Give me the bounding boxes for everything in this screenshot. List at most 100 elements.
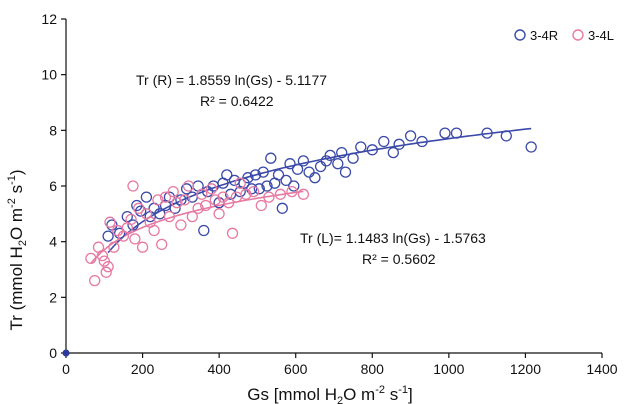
data-point-3-4r: [525, 141, 537, 153]
legend-marker-3-4r: [514, 29, 526, 41]
equation-l: Tr (L)= 1.1483 ln(Gs) - 1.5763: [300, 230, 486, 246]
data-point-3-4l: [179, 194, 191, 206]
x-tick-label: 1400: [586, 361, 617, 377]
data-point-3-4r: [135, 205, 147, 217]
data-point-3-4r: [288, 180, 300, 192]
data-point-3-4r: [131, 199, 143, 212]
data-point-3-4l: [96, 249, 109, 262]
data-point-3-4r: [198, 224, 210, 237]
data-point-3-4l: [98, 255, 110, 267]
data-point-3-4r: [355, 141, 367, 153]
x-tick-label: 0: [62, 361, 70, 377]
x-axis-title: Gs [mmol H2O m-2 s-1]: [247, 384, 413, 404]
data-point-3-4r: [366, 144, 378, 156]
fit-curve-3-4l: [90, 190, 304, 264]
data-point-3-4l: [167, 185, 179, 198]
data-point-3-4r: [140, 191, 153, 203]
data-point-3-4r: [439, 127, 451, 139]
x-tick-label: 1000: [433, 361, 464, 377]
data-points: [85, 127, 537, 287]
legend-label-3-4l: 3-4L: [588, 28, 614, 43]
origin-marker-group: [62, 349, 70, 357]
data-point-3-4l: [85, 252, 97, 265]
data-point-3-4l: [127, 180, 139, 192]
data-point-3-4l: [205, 183, 218, 195]
fit-curves: [90, 127, 532, 264]
data-point-3-4l: [182, 180, 195, 192]
data-point-3-4l: [247, 185, 260, 198]
data-point-3-4l: [129, 233, 141, 245]
y-axis-title: Tr (mmol H2O m-2 s-1): [6, 169, 29, 330]
data-point-3-4l: [102, 261, 114, 273]
data-point-3-4l: [186, 210, 198, 223]
data-point-3-4l: [200, 199, 212, 212]
y-tick-label: 6: [49, 178, 57, 194]
data-point-3-4r: [257, 166, 269, 178]
data-point-3-4l: [297, 188, 310, 200]
data-point-3-4r: [280, 174, 292, 187]
data-point-3-4l: [163, 210, 176, 223]
x-tick-label: 1200: [510, 361, 541, 377]
legend-marker-3-4l: [572, 29, 584, 41]
data-point-3-4l: [192, 202, 204, 214]
x-tick-label: 800: [361, 361, 385, 377]
data-point-3-4r: [169, 202, 181, 214]
data-point-3-4l: [156, 238, 168, 251]
data-point-3-4l: [274, 188, 287, 200]
data-point-3-4r: [180, 183, 193, 195]
data-point-3-4l: [240, 188, 252, 200]
data-point-3-4r: [378, 135, 390, 148]
data-point-3-4r: [416, 135, 428, 148]
origin-marker: [62, 349, 70, 357]
y-tick-label: 4: [49, 234, 57, 250]
data-point-3-4l: [133, 202, 145, 214]
y-tick-label: 10: [41, 67, 57, 83]
data-point-3-4r: [481, 127, 493, 139]
data-point-3-4r: [249, 169, 262, 181]
data-point-3-4r: [291, 163, 304, 175]
data-point-3-4l: [125, 213, 137, 226]
data-point-3-4l: [223, 197, 235, 209]
data-point-3-4r: [339, 166, 352, 178]
data-point-3-4r: [284, 158, 296, 170]
data-point-3-4r: [500, 130, 512, 142]
r2-l: R² = 0.5602: [362, 251, 436, 267]
y-tick-label: 0: [49, 345, 57, 361]
data-point-3-4l: [89, 274, 101, 287]
data-point-3-4r: [272, 169, 285, 181]
data-point-3-4l: [255, 199, 267, 212]
x-tick-label: 600: [284, 361, 308, 377]
data-point-3-4l: [100, 266, 112, 278]
data-point-3-4l: [136, 241, 149, 253]
data-point-3-4l: [213, 208, 225, 220]
data-point-3-4r: [242, 172, 254, 184]
data-point-3-4l: [148, 224, 160, 237]
data-point-3-4l: [209, 194, 221, 206]
y-tick-label: 2: [49, 289, 57, 305]
r2-r: R² = 0.6422: [200, 93, 274, 109]
data-point-3-4r: [303, 166, 315, 178]
data-point-3-4l: [108, 241, 120, 253]
data-point-3-4r: [253, 183, 265, 195]
axes: 0 200 400 600 800 1000 1200 1400 0 2 4 6 8 10 12: [41, 11, 617, 377]
data-point-3-4l: [104, 216, 116, 228]
x-tick-label: 400: [207, 361, 231, 377]
data-point-3-4r: [127, 219, 139, 231]
y-tick-label: 8: [49, 122, 57, 138]
legend-label-3-4r: 3-4R: [530, 28, 558, 43]
data-point-3-4r: [102, 230, 114, 242]
y-tick-label: 12: [41, 11, 57, 27]
data-point-3-4r: [332, 158, 344, 170]
data-point-3-4l: [263, 191, 275, 203]
data-point-3-4l: [175, 219, 187, 231]
data-point-3-4r: [309, 172, 321, 184]
data-point-3-4l: [226, 227, 239, 239]
data-point-3-4r: [347, 152, 359, 164]
data-point-3-4r: [276, 202, 288, 214]
data-point-3-4l: [286, 185, 298, 198]
data-point-3-4r: [265, 152, 277, 164]
data-point-3-4r: [324, 149, 336, 162]
data-point-3-4r: [393, 138, 405, 150]
data-point-3-4l: [171, 197, 183, 209]
legend: 3-4R 3-4L: [514, 28, 614, 43]
